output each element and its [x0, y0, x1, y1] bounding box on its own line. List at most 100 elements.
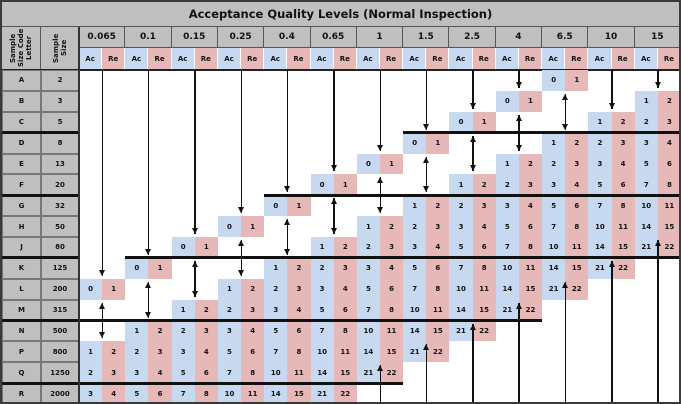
- re-value: 8: [426, 278, 450, 300]
- re-value: 6: [611, 174, 635, 196]
- code-letter-J: J: [2, 237, 41, 258]
- ac-value: 3: [356, 257, 380, 279]
- arrow-down-icon: [191, 290, 198, 297]
- re-value: 4: [518, 195, 543, 217]
- code-letter-Q: Q: [2, 362, 41, 384]
- code-letter-header: Sample Size Code Letter: [0, 27, 41, 70]
- arrow-line: [286, 70, 289, 193]
- re-value: 1: [333, 174, 357, 196]
- arrow-up-icon: [330, 198, 337, 205]
- ac-value: 1: [449, 174, 473, 196]
- re-value: 2: [241, 278, 265, 300]
- re-value: 6: [472, 237, 496, 258]
- re-value: 6: [380, 278, 404, 300]
- ac-value: 1: [310, 237, 334, 258]
- arrow-line: [194, 70, 196, 234]
- arrow-line: [101, 70, 104, 276]
- re-value: 8: [518, 237, 543, 258]
- row-group-separator: [403, 131, 681, 135]
- ac-header: Ac: [264, 48, 288, 69]
- arrow-line: [611, 70, 613, 109]
- arrow-line: [333, 198, 335, 234]
- re-value: 4: [194, 341, 218, 363]
- re-value: 11: [518, 257, 543, 279]
- re-value: 11: [565, 237, 589, 258]
- ac-header: Ac: [634, 48, 658, 69]
- re-value: 2: [194, 299, 218, 321]
- row-group-separator: [79, 319, 543, 322]
- sample-size-B: 3: [41, 90, 79, 112]
- re-value: 4: [611, 153, 635, 175]
- sample-size-E: 13: [41, 153, 79, 175]
- ac-value: 10: [356, 320, 380, 342]
- arrow-line: [333, 70, 335, 172]
- arrow-up-icon: [284, 219, 291, 226]
- re-value: 2: [102, 341, 126, 363]
- code-letter-N: N: [2, 320, 41, 342]
- sample-size-F: 20: [41, 174, 79, 196]
- re-value: 2: [472, 174, 496, 196]
- arrow-up-icon: [99, 302, 106, 309]
- ac-value: 10: [542, 237, 566, 258]
- re-value: 6: [657, 153, 681, 175]
- arrow-down-icon: [99, 332, 106, 339]
- re-value: 6: [194, 362, 218, 384]
- ac-value: 1: [634, 90, 658, 112]
- arrow-down-icon: [330, 165, 337, 172]
- re-value: 3: [102, 362, 126, 384]
- arrow-up-icon: [469, 323, 476, 330]
- arrow-down-icon: [284, 248, 291, 255]
- ac-value: 7: [217, 362, 242, 384]
- sample-size-H: 50: [41, 216, 79, 237]
- ac-value: 10: [264, 362, 288, 384]
- re-value: 1: [380, 153, 404, 175]
- ac-value: 2: [634, 111, 658, 133]
- re-value: 15: [611, 237, 635, 258]
- sample-size-header: Sample Size: [41, 27, 79, 70]
- re-value: 2: [611, 111, 635, 133]
- aql-header-4: 4: [495, 27, 543, 48]
- re-value: 1: [102, 278, 126, 300]
- label-divider: [78, 27, 80, 404]
- ac-value: 7: [171, 383, 195, 404]
- re-value: 11: [333, 341, 357, 363]
- arrow-down-icon: [608, 102, 615, 109]
- re-value: 3: [194, 320, 218, 342]
- arrow-down-icon: [145, 311, 152, 318]
- sample-size-C: 5: [41, 111, 79, 133]
- ac-value: 2: [310, 257, 334, 279]
- sample-size-N: 500: [41, 320, 79, 342]
- ac-value: 3: [449, 216, 473, 237]
- re-value: 11: [287, 362, 311, 384]
- ac-value: 14: [495, 278, 519, 300]
- sample-size-R: 2000: [41, 383, 79, 404]
- ac-value: 14: [542, 257, 566, 279]
- ac-value: 2: [125, 341, 149, 363]
- re-value: 1: [426, 132, 450, 154]
- sample-size-A: 2: [41, 70, 79, 91]
- re-value: 3: [565, 153, 589, 175]
- table-title: Acceptance Quality Levels (Normal Inspec…: [0, 0, 681, 27]
- re-value: 6: [333, 299, 357, 321]
- ac-value: 0: [542, 70, 566, 91]
- re-header: Re: [472, 48, 496, 69]
- left-border: [0, 0, 2, 404]
- ac-value: 1: [264, 257, 288, 279]
- arrow-up-icon: [608, 260, 615, 267]
- re-value: 22: [611, 257, 635, 279]
- aql-header-0.4: 0.4: [264, 27, 311, 48]
- row-group-separator: [79, 381, 404, 385]
- arrow-line: [564, 93, 567, 130]
- ac-value: 21: [588, 257, 612, 279]
- ac-value: 2: [542, 153, 566, 175]
- ac-value: 0: [125, 257, 149, 279]
- code-letter-G: G: [2, 195, 41, 217]
- re-value: 4: [565, 174, 589, 196]
- arrow-line: [194, 260, 196, 297]
- re-value: 22: [657, 237, 681, 258]
- re-value: 4: [333, 278, 357, 300]
- arrow-down-icon: [654, 81, 661, 88]
- arrow-line: [564, 281, 567, 404]
- re-value: 22: [565, 278, 589, 300]
- ac-value: 21: [634, 237, 658, 258]
